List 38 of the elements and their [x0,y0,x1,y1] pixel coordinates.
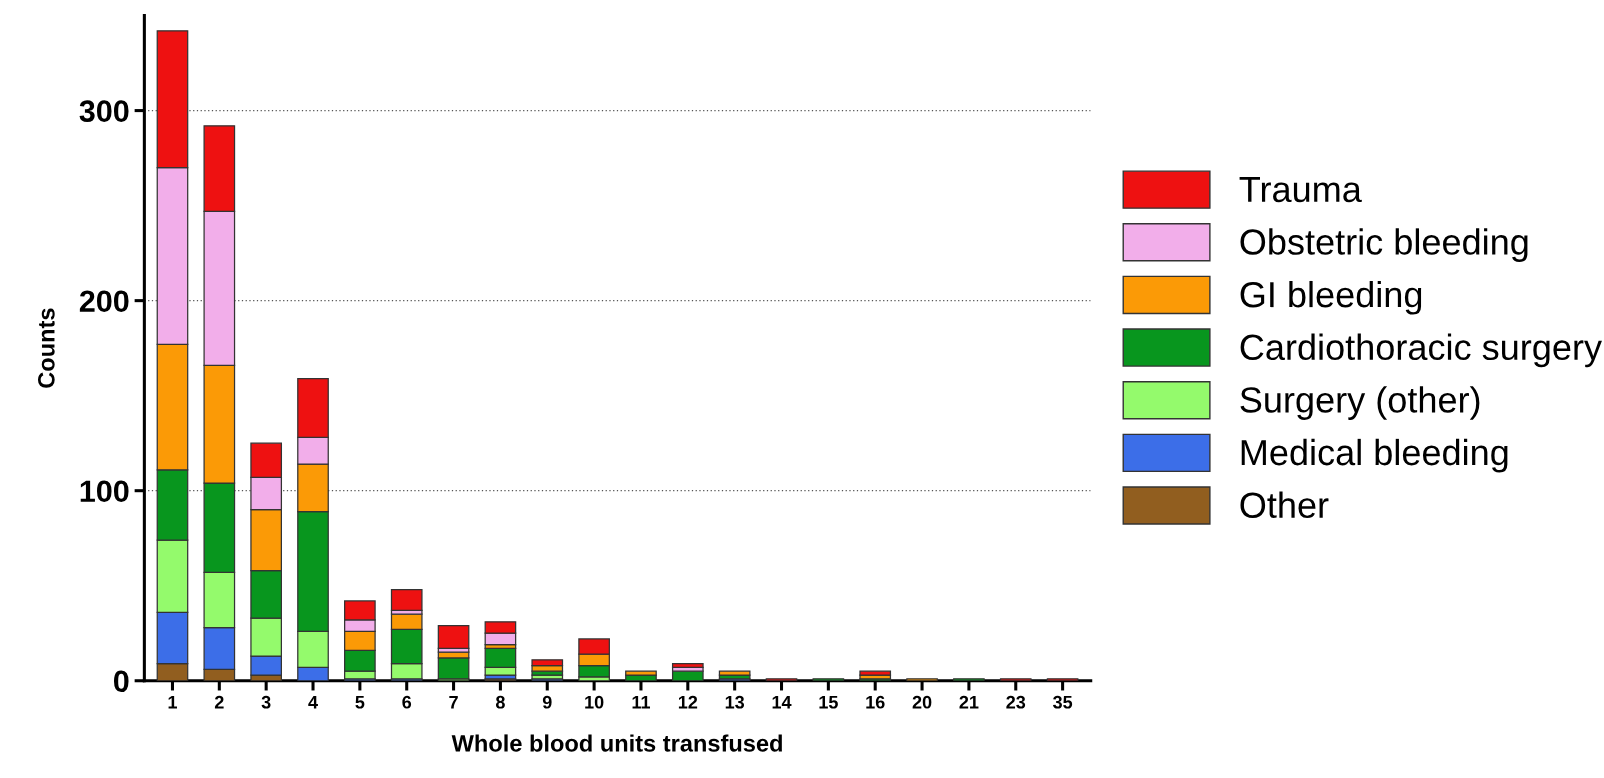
x-tick-label: 20 [912,695,932,709]
bar [625,670,657,676]
bar [859,670,892,676]
x-tick-label: 12 [678,695,698,709]
x-tick-label: 9 [542,695,552,709]
legend-label: GI bleeding [1240,280,1422,315]
x-tick-label: 35 [1052,695,1073,709]
x-tick-label: 8 [495,695,505,709]
x-tick-label: 4 [308,696,318,709]
legend-label: Medical bleeding [1241,438,1508,473]
x-tick-label: 3 [261,695,271,709]
legend-label: Obstetric bleeding [1240,228,1528,262]
y-tick-label: 300 [79,100,129,122]
x-tick-label: 6 [402,695,412,709]
x-tick-label: 23 [1006,695,1026,709]
bar [390,588,423,612]
x-tick-label: 13 [725,695,745,709]
legend-label: Cardiothoracic surgery [1240,333,1602,368]
x-tick-label: 21 [959,695,979,709]
x-tick-label: 14 [772,696,792,709]
x-tick-label: 10 [585,695,604,709]
x-tick-label: 5 [355,696,365,709]
x-axis-title: Whole blood units transfused [451,734,782,752]
legend-label: Other [1240,491,1329,519]
bar [437,625,470,650]
y-tick-label: 100 [80,480,129,503]
legend-label: Surgery (other) [1240,386,1480,420]
y-tick-label: 0 [113,670,129,693]
y-tick-label: 200 [79,290,129,313]
x-tick-label: 7 [449,696,458,709]
x-tick-label: 2 [214,695,224,709]
x-tick-label: 16 [866,695,885,709]
y-axis-title: Counts [37,308,55,388]
x-tick-label: 15 [819,696,838,709]
bar [718,670,751,676]
legend-label: Trauma [1239,177,1362,203]
x-tick-label: 1 [168,696,177,709]
x-tick-label: 11 [632,696,651,709]
